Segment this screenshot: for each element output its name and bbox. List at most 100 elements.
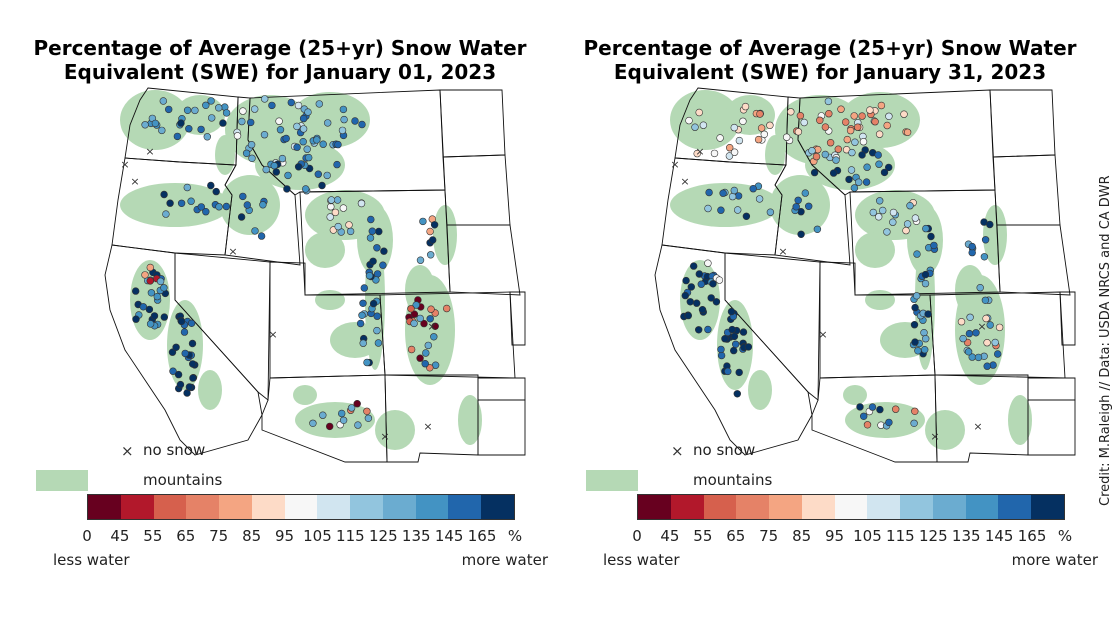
snow-station-marker — [856, 403, 864, 411]
snow-station-marker — [883, 121, 891, 130]
snow-station-marker — [410, 310, 419, 318]
snow-station-marker — [304, 108, 312, 116]
snow-station-marker — [742, 212, 751, 221]
snow-station-marker — [741, 102, 750, 111]
no-snow-marker: × — [423, 420, 432, 433]
no-snow-marker-icon: × — [121, 442, 134, 460]
snow-station-marker — [794, 128, 803, 136]
snow-station-marker — [787, 108, 795, 116]
snow-station-marker — [153, 292, 162, 301]
snow-station-marker — [991, 338, 999, 347]
snow-station-marker — [903, 220, 912, 228]
less-water-label: less water — [53, 551, 130, 569]
colorbar-bin — [801, 495, 835, 519]
state-boundary-tx — [477, 399, 526, 456]
colorbar-tick-label: 45 — [660, 527, 680, 545]
snow-station-marker — [293, 143, 301, 151]
snow-station-marker — [299, 125, 308, 133]
snow-station-marker — [982, 314, 990, 323]
no-snow-marker: × — [778, 245, 787, 258]
snow-station-marker — [275, 117, 283, 125]
snow-station-marker — [812, 152, 821, 161]
snow-station-marker — [876, 405, 884, 414]
snow-station-marker — [172, 343, 180, 351]
snow-station-marker — [717, 351, 726, 360]
snow-station-marker — [863, 421, 872, 429]
snow-station-marker — [924, 310, 932, 318]
snow-station-marker — [874, 151, 882, 159]
title-line-2: Equivalent (SWE) for January 01, 2023 — [63, 60, 497, 84]
snow-station-marker — [698, 306, 707, 314]
snow-station-marker — [239, 107, 247, 115]
snow-station-marker — [141, 271, 149, 279]
snow-station-marker — [889, 208, 898, 217]
snow-station-marker — [727, 307, 736, 316]
snow-station-marker — [430, 221, 439, 229]
no-snow-marker: × — [228, 245, 237, 258]
snow-station-marker — [760, 130, 769, 139]
no-snow-marker: × — [120, 158, 129, 171]
snow-station-marker — [238, 117, 246, 126]
snow-station-marker — [730, 346, 738, 355]
snow-station-marker — [174, 370, 183, 379]
colorbar-tick-label: 115 — [886, 527, 915, 545]
colorbar-bin — [867, 495, 901, 519]
snow-station-marker — [340, 115, 348, 124]
snow-station-marker — [704, 204, 712, 213]
snow-station-marker — [208, 114, 216, 122]
snow-station-marker — [421, 360, 429, 368]
colorbar-bin — [350, 495, 383, 519]
snow-station-marker — [821, 150, 829, 159]
snow-station-marker — [721, 335, 729, 343]
snow-station-marker — [323, 171, 331, 180]
colorbar-tick-label: 125 — [368, 527, 398, 545]
snow-station-marker — [922, 335, 930, 343]
snow-station-marker — [717, 345, 725, 354]
mountain-area — [1008, 395, 1032, 445]
snow-station-marker — [697, 280, 706, 288]
snow-station-marker — [251, 105, 259, 113]
snow-station-marker — [868, 403, 877, 411]
snow-station-marker — [682, 276, 690, 285]
snow-station-marker — [443, 304, 451, 313]
snow-station-marker — [219, 119, 227, 127]
mountain-area — [433, 205, 457, 265]
snow-station-marker — [242, 149, 251, 158]
snow-station-marker — [719, 189, 727, 197]
snow-station-marker — [364, 414, 373, 422]
state-boundary-ne — [996, 224, 1071, 296]
snow-station-marker — [902, 226, 910, 235]
snow-station-marker — [858, 112, 866, 120]
snow-station-marker — [339, 105, 348, 114]
snow-station-marker — [851, 138, 859, 146]
mountain-area — [120, 183, 230, 227]
colorbar-bin — [382, 495, 416, 519]
snow-station-marker — [207, 97, 215, 105]
snow-station-marker — [875, 160, 883, 168]
snow-station-marker — [183, 183, 192, 192]
snow-station-marker — [816, 116, 824, 125]
snow-station-marker — [366, 234, 375, 242]
snow-station-marker — [431, 322, 439, 330]
snow-station-marker — [744, 343, 753, 351]
snow-station-marker — [911, 338, 919, 346]
snow-station-marker — [994, 350, 1002, 358]
snow-station-marker — [980, 253, 989, 261]
mountain-area — [845, 402, 925, 438]
snow-station-marker — [150, 312, 159, 320]
snow-station-marker — [324, 119, 332, 127]
snow-station-marker — [837, 105, 845, 113]
snow-station-marker — [165, 105, 173, 114]
snow-station-marker — [783, 133, 791, 141]
snow-station-marker — [177, 199, 186, 208]
snow-station-marker — [132, 287, 140, 295]
snow-station-marker — [197, 203, 206, 211]
snow-station-marker — [879, 206, 887, 215]
snow-station-marker — [850, 112, 858, 120]
snow-station-marker — [351, 117, 359, 125]
no-snow-label: no snow — [693, 441, 756, 459]
snow-station-marker — [339, 416, 348, 424]
colorbar-tick-label: 135 — [401, 527, 431, 545]
snow-station-marker — [691, 123, 699, 131]
snow-station-marker — [247, 118, 255, 127]
